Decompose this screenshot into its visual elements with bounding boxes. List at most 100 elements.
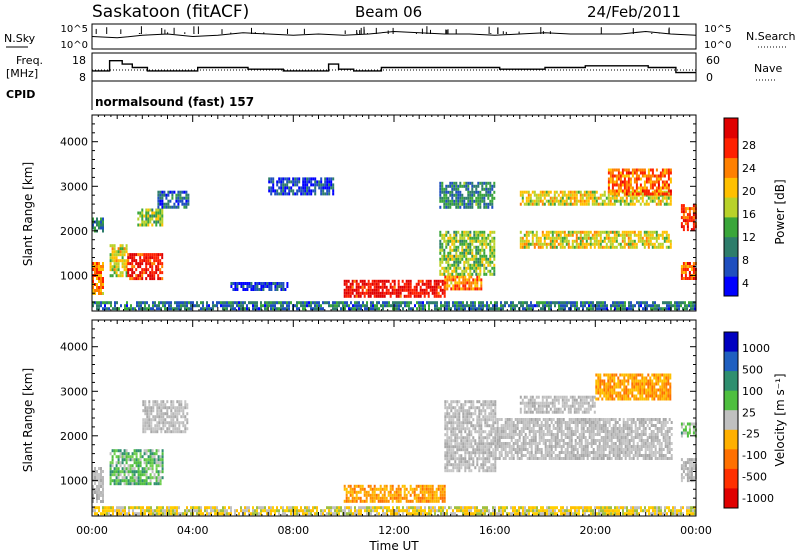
heatmap-cell: [625, 196, 628, 200]
heatmap-cell: [470, 403, 473, 407]
heatmap-cell: [451, 187, 454, 191]
heatmap-cell: [270, 180, 273, 184]
heatmap-cell: [543, 202, 546, 206]
heatmap-cell: [435, 294, 438, 298]
heatmap-cell: [639, 230, 642, 234]
heatmap-cell: [182, 415, 185, 419]
heatmap-cell: [540, 451, 543, 454]
heatmap-cell: [533, 242, 536, 246]
heatmap-cell: [585, 239, 588, 243]
heatmap-cell: [461, 236, 464, 240]
heatmap-cell: [158, 304, 160, 308]
heatmap-cell: [355, 490, 358, 494]
heatmap-cell: [252, 285, 255, 288]
heatmap-cell: [450, 454, 453, 458]
heatmap-cell: [593, 202, 596, 206]
heatmap-cell: [373, 279, 376, 283]
heatmap-cell: [456, 281, 459, 285]
heatmap-cell: [489, 193, 492, 197]
heatmap-cell: [153, 214, 156, 218]
y-tick-label: 2000: [60, 225, 88, 238]
heatmap-cell: [161, 277, 164, 281]
heatmap-cell: [592, 301, 594, 305]
heatmap-cell: [153, 253, 156, 257]
heatmap-cell: [123, 449, 126, 453]
heatmap-cell: [647, 189, 650, 193]
heatmap-cell: [151, 455, 154, 459]
heatmap-cell: [120, 304, 122, 308]
heatmap-cell: [151, 271, 154, 275]
heatmap-cell: [401, 288, 404, 292]
heatmap-cell: [526, 304, 528, 308]
heatmap-cell: [625, 242, 628, 246]
heatmap-cell: [407, 285, 410, 289]
heatmap-cell: [692, 301, 694, 305]
heatmap-cell: [131, 470, 134, 474]
heatmap-cell: [310, 177, 313, 181]
heatmap-cell: [550, 307, 552, 311]
heatmap-cell: [655, 193, 658, 197]
heatmap-cell: [149, 482, 152, 486]
heatmap-cell: [460, 454, 463, 458]
heatmap-cell: [420, 304, 422, 308]
heatmap-cell: [456, 445, 459, 449]
heatmap-cell: [617, 189, 620, 193]
heatmap-cell: [571, 190, 574, 194]
heatmap-cell: [463, 260, 466, 264]
heatmap-cell: [543, 242, 546, 246]
heatmap-cell: [532, 430, 535, 433]
heatmap-cell: [567, 193, 570, 197]
heatmap-cell: [609, 189, 612, 193]
heatmap-cell: [399, 493, 402, 497]
heatmap-cell: [490, 433, 493, 437]
heatmap-cell: [530, 457, 533, 460]
heatmap-cell: [631, 174, 634, 178]
heatmap-cell: [242, 285, 245, 288]
heatmap-cell: [578, 307, 580, 311]
heatmap-cell: [593, 230, 596, 234]
heatmap-cell: [481, 245, 484, 249]
heatmap-cell: [137, 253, 140, 257]
heatmap-cell: [649, 177, 652, 181]
heatmap-cell: [143, 461, 146, 465]
heatmap-cell: [131, 253, 134, 257]
heatmap-cell: [135, 262, 138, 266]
heatmap-cell: [464, 400, 467, 404]
heatmap-cell: [416, 301, 418, 305]
heatmap-cell: [538, 304, 540, 308]
heatmap-cell: [645, 199, 648, 203]
heatmap-cell: [469, 269, 472, 273]
heatmap-cell: [131, 476, 134, 480]
heatmap-cell: [392, 307, 394, 311]
heatmap-cell: [615, 189, 618, 193]
heatmap-cell: [147, 217, 150, 221]
heatmap-cell: [141, 223, 144, 227]
heatmap-cell: [603, 236, 606, 240]
heatmap-cell: [102, 482, 104, 485]
heatmap-cell: [454, 454, 457, 458]
heatmap-cell: [455, 190, 458, 194]
heatmap-cell: [102, 301, 104, 305]
heatmap-cell: [657, 236, 660, 240]
heatmap-cell: [137, 479, 140, 483]
heatmap-cell: [483, 181, 486, 185]
heatmap-cell: [96, 473, 98, 476]
heatmap-cell: [149, 271, 152, 275]
heatmap-cell: [382, 304, 384, 308]
heatmap-cell: [482, 406, 485, 410]
heatmap-cell: [583, 245, 586, 249]
heatmap-cell: [536, 457, 539, 460]
heatmap-cell: [262, 304, 264, 308]
heatmap-cell: [102, 488, 104, 491]
heatmap-cell: [349, 282, 352, 286]
heatmap-cell: [151, 211, 154, 215]
heatmap-cell: [613, 199, 616, 203]
heatmap-cell: [532, 304, 534, 308]
heatmap-cell: [330, 183, 333, 187]
heatmap-cell: [254, 301, 256, 305]
heatmap-cell: [437, 285, 440, 289]
heatmap-cell: [322, 189, 325, 193]
heatmap-cell: [506, 436, 509, 439]
heatmap-cell: [264, 285, 267, 288]
heatmap-cell: [625, 189, 628, 193]
